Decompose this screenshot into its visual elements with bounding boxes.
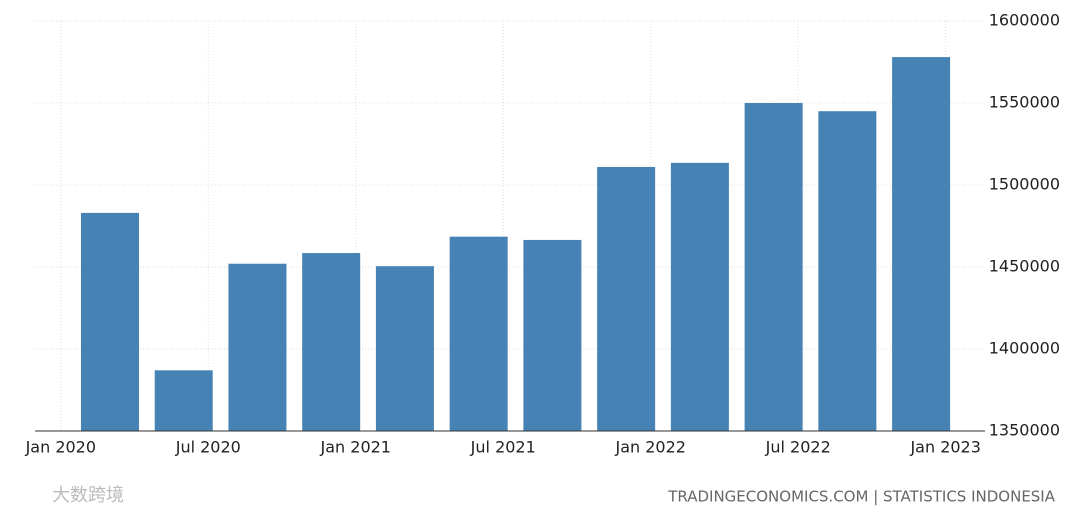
x-tick-label: Jul 2021 [470, 438, 536, 457]
y-tick-label: 1400000 [989, 339, 1060, 358]
y-tick-label: 1350000 [989, 421, 1060, 440]
x-tick-label: Jan 2022 [614, 438, 685, 457]
bar [375, 266, 434, 431]
bar [818, 111, 877, 431]
x-tick-label: Jul 2020 [175, 438, 241, 457]
bar [80, 212, 139, 431]
x-tick-label: Jan 2021 [320, 438, 391, 457]
y-tick-label: 1450000 [989, 257, 1060, 276]
bar [670, 162, 729, 432]
bar [523, 239, 582, 431]
bar [892, 57, 951, 432]
bar [228, 263, 287, 431]
y-tick-label: 1600000 [989, 11, 1060, 30]
y-tick-label: 1550000 [989, 93, 1060, 112]
y-tick-label: 1500000 [989, 175, 1060, 194]
bar [449, 236, 508, 431]
bar [302, 253, 361, 431]
watermark: 大数跨境 [52, 485, 124, 506]
bar [744, 103, 803, 431]
bar [154, 370, 213, 431]
x-tick-label: Jan 2020 [25, 438, 96, 457]
bar [597, 166, 656, 431]
source: TRADINGECONOMICS.COM | STATISTICS INDONE… [667, 488, 1056, 506]
x-tick-label: Jul 2022 [765, 438, 831, 457]
x-tick-label: Jan 2023 [909, 438, 980, 457]
